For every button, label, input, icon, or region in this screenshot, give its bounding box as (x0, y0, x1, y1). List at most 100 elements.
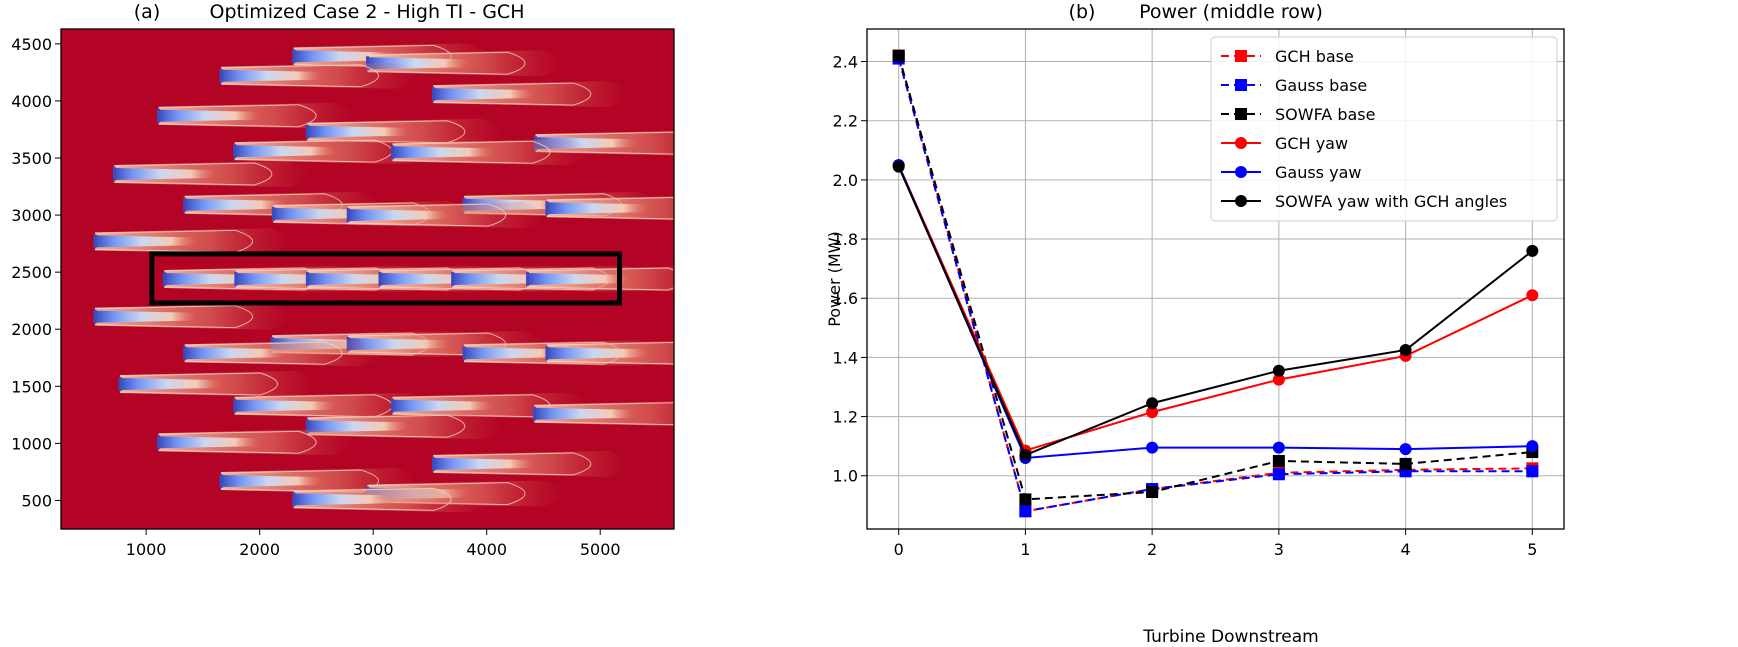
wake-core (546, 202, 650, 215)
wake-core (158, 109, 262, 122)
legend-entry: SOWFA base (1221, 105, 1375, 124)
wake-contour-line (367, 482, 526, 506)
data-point (1146, 486, 1159, 499)
wake-contour-line (120, 372, 279, 396)
wake-contour-line (293, 487, 452, 511)
turbine-rotor (545, 346, 549, 361)
wake-contour-line (158, 104, 317, 128)
turbine-wake (305, 413, 503, 440)
data-point (1526, 289, 1539, 302)
data-point (1272, 454, 1285, 467)
turbine-wake (431, 81, 629, 108)
turbine-wake (233, 138, 430, 165)
x-tick-label: 2000 (239, 540, 280, 559)
series-line (897, 55, 1533, 501)
turbine-rotor (545, 201, 549, 216)
turbine-rotor (219, 474, 223, 489)
legend-marker (1235, 79, 1247, 91)
panel-b-label: (b) (1069, 1, 1096, 23)
wake-core (158, 436, 262, 449)
turbine-rotor (366, 56, 369, 71)
turbine-wake (183, 340, 380, 367)
wake-core (392, 399, 495, 412)
wake-core (221, 69, 324, 82)
y-tick-label: 2000 (11, 320, 52, 339)
wake-core (234, 399, 338, 412)
turbine-wake (93, 303, 291, 330)
x-axis-label: Turbine Downstream (1142, 627, 1318, 647)
turbine-rotor (292, 49, 296, 64)
wake-contour-line (367, 51, 526, 75)
turbine-rotor (431, 456, 435, 471)
legend-marker (1235, 166, 1247, 178)
series-sowfa-yaw-with-gch-angles (892, 160, 1539, 462)
turbine-rotor (292, 492, 296, 507)
data-point (1019, 493, 1032, 506)
wake-core (95, 235, 198, 248)
turbine-wake (526, 266, 674, 292)
turbine-rotor (118, 377, 122, 392)
y-tick-label: 4000 (11, 92, 52, 111)
turbine-rotor (157, 435, 161, 450)
series-line (897, 166, 1533, 457)
turbine-rotor (431, 87, 435, 102)
panel-b-frame (866, 28, 1565, 530)
wake-contour-line (527, 267, 674, 291)
data-point (1019, 505, 1032, 518)
legend-entry: GCH yaw (1221, 134, 1348, 153)
y-tick-label: 500 (21, 491, 52, 510)
turbine-rotor (305, 124, 309, 139)
turbine-wake (346, 202, 544, 229)
wake-contour-line (114, 162, 273, 186)
power-series (892, 49, 1539, 518)
y-tick-label: 3500 (11, 149, 52, 168)
data-point (1019, 449, 1032, 462)
y-tick-label: 1500 (11, 377, 52, 396)
wake-core (527, 273, 631, 285)
legend-marker (1235, 108, 1247, 120)
data-point (1146, 441, 1159, 454)
data-point (1272, 441, 1285, 454)
y-axis-label: Power (MW) (825, 231, 844, 327)
data-point (1146, 397, 1159, 410)
wake-core (534, 407, 637, 420)
panel-b-x-ticks: 0 1 2 3 4 5 (894, 529, 1537, 559)
legend-entry: Gauss yaw (1221, 163, 1361, 182)
turbine-rotor (451, 272, 455, 286)
wake-core (546, 347, 650, 360)
wake-core (293, 493, 397, 506)
data-point (1399, 457, 1412, 470)
wake-core (348, 209, 451, 222)
x-tick-label: 1 (1020, 540, 1030, 559)
data-point (1526, 440, 1539, 453)
x-tick-label: 4 (1400, 540, 1410, 559)
wake-contour-line (348, 203, 507, 227)
wake-contour-line (221, 64, 380, 88)
wake-core (120, 378, 223, 391)
data-point (1272, 364, 1285, 377)
data-point (1526, 244, 1539, 257)
legend-marker (1235, 195, 1247, 207)
y-tick-label: 2.4 (833, 53, 858, 72)
data-point (1146, 406, 1159, 419)
panel-a-frame (60, 28, 675, 530)
data-point (1526, 465, 1539, 478)
wake-contour-line (433, 452, 592, 476)
wake-contour-line (95, 305, 254, 329)
y-tick-label: 1000 (11, 434, 52, 453)
legend-marker (1235, 50, 1247, 62)
wake-core (95, 310, 198, 323)
turbine-rotor (271, 206, 275, 221)
turbine-rotor (93, 309, 97, 324)
wake-contour-line (433, 82, 592, 106)
x-tick-label: 4000 (466, 540, 507, 559)
turbine-rotor (183, 197, 187, 212)
turbine-rotor (162, 272, 166, 286)
turbine-rotor (112, 166, 116, 181)
turbine-wake (93, 228, 291, 255)
legend: GCH base Gauss base SOWFA base GCH yaw Gauss… (1210, 36, 1558, 222)
x-tick-label: 5000 (580, 540, 621, 559)
x-tick-label: 3000 (353, 540, 394, 559)
